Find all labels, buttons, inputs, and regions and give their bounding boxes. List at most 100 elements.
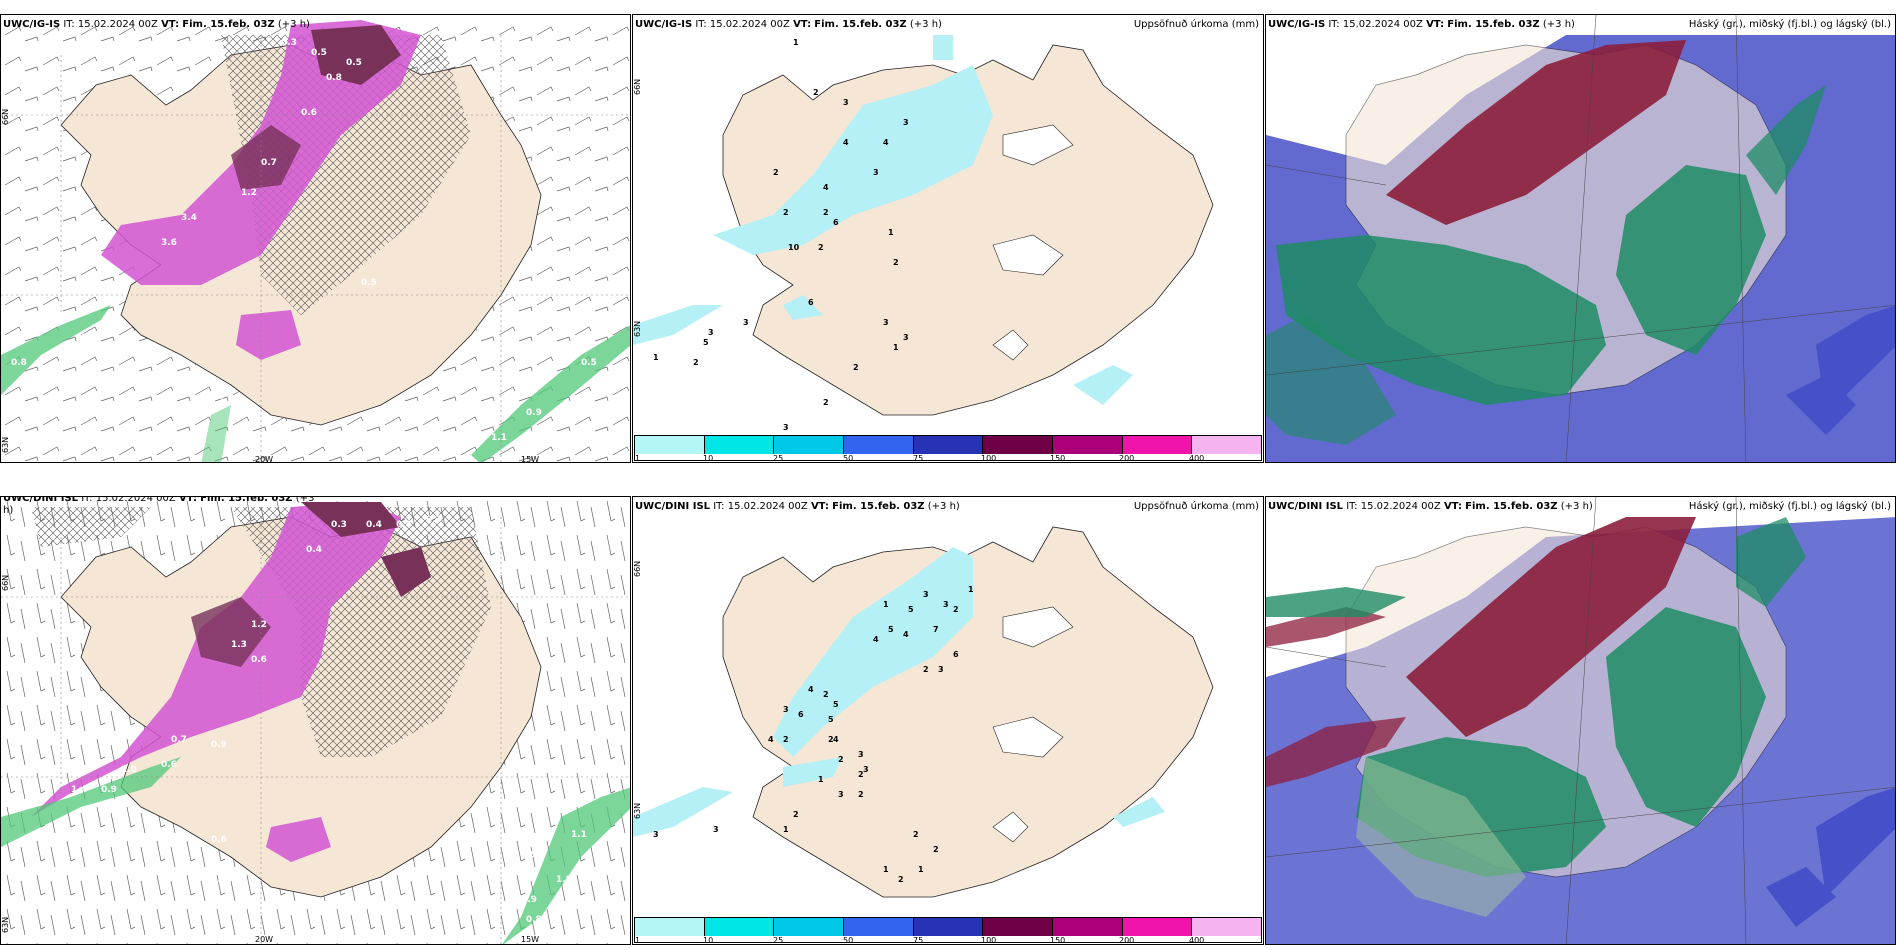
map-value-label: 1.1 (571, 830, 587, 840)
map-value-label: 3.4 (181, 213, 197, 223)
lon-label-15w: 15W (521, 455, 540, 463)
colorbar-segment-4 (844, 918, 914, 936)
map-value-label: 0.9 (521, 850, 537, 860)
colorbar-tick: 25 (773, 936, 784, 945)
map-value-label: 3 (938, 665, 944, 674)
map-value-label: 6 (833, 218, 839, 227)
map-value-label: 2 (818, 243, 824, 252)
map-value-label: 3 (883, 318, 889, 327)
panel-title: Háský (gr.), miðský (fj.bl.) og lágský (… (1688, 19, 1891, 30)
map-value-label: 7 (933, 625, 939, 634)
panel-wind-snow-dini: UWC/DINI ISL IT: 15.02.2024 00Z VT: Fim.… (0, 496, 631, 945)
colorbar-segment-6 (983, 918, 1054, 936)
map-value-label: 5 (703, 338, 709, 347)
map-value-label: 0.3 (281, 38, 297, 48)
map-value-label: 1.1 (491, 433, 507, 443)
map-value-label: 4 (823, 183, 829, 192)
map-value-label: 1.2 (251, 620, 267, 630)
map-value-label: 2 (858, 770, 864, 779)
map-value-label: 2 (913, 830, 919, 839)
map-value-label: 2 (793, 810, 799, 819)
map-value-label: 1.3 (231, 640, 247, 650)
colorbar-tick: 50 (843, 454, 854, 463)
map-value-label: 2 (923, 665, 929, 674)
map-value-label: 5 (828, 715, 834, 724)
map-value-label: 2 (858, 790, 864, 799)
colorbar-segment-2 (704, 436, 775, 454)
map-value-label: 2 (783, 735, 789, 744)
map-value-label: 1 (968, 585, 974, 594)
map-value-label: 3 (843, 98, 849, 107)
map-value-label: 1 (883, 600, 889, 609)
map-value-label: 2 (828, 735, 834, 744)
map-value-label: 3 (863, 765, 869, 774)
map-value-label: 0.6 (251, 655, 267, 665)
precip-colorbar (634, 435, 1262, 461)
colorbar-segment-9 (1192, 918, 1262, 936)
map-value-label: 0.4 (306, 545, 322, 555)
colorbar-tick: 150 (1050, 454, 1066, 463)
map-value-label: 3 (653, 830, 659, 839)
lat-label-66n: 66N (1, 574, 10, 591)
panel-header: UWC/DINI ISL IT: 15.02.2024 00Z VT: Fim.… (1268, 501, 1593, 512)
colorbar-tick: 400 (1189, 454, 1205, 463)
map-value-label: 4 (873, 635, 879, 644)
precip-colorbar (634, 917, 1262, 943)
lat-label-66n: 66N (633, 560, 642, 577)
map-value-label: 1 (818, 775, 824, 784)
colorbar-segment-3 (774, 918, 845, 936)
map-value-label: 2 (783, 208, 789, 217)
map-value-label: 0.8 (526, 915, 542, 925)
map-value-label: 2.0 (121, 765, 137, 775)
map-value-label: 3 (838, 790, 844, 799)
map-value-label: 2 (898, 875, 904, 884)
map-value-label: 2 (893, 258, 899, 267)
colorbar-tick: 200 (1119, 936, 1135, 945)
map-clouds (1266, 15, 1895, 462)
map-value-label: 0.5 (311, 48, 327, 58)
map-value-label: 5 (908, 605, 914, 614)
panel-header-wrap: h) (3, 505, 14, 516)
lon-label-15w: 15W (521, 935, 540, 944)
map-value-label: 1.2 (241, 188, 257, 198)
panel-header: UWC/IG-IS IT: 15.02.2024 00Z VT: Fim. 15… (635, 19, 942, 30)
lon-label-20w: 20W (255, 455, 274, 463)
colorbar-segment-8 (1122, 918, 1193, 936)
map-value-label: 3 (943, 600, 949, 609)
colorbar-segment-6 (983, 436, 1054, 454)
map-value-label: 1.4 (71, 785, 87, 795)
map-value-label: 3 (903, 333, 909, 342)
panel-header: UWC/IG-IS IT: 15.02.2024 00Z VT: Fim. 15… (1268, 19, 1575, 30)
map-value-label: 1 (653, 353, 659, 362)
lat-label-63n: 63N (1, 916, 10, 933)
lat-label-66n: 66N (1, 108, 10, 125)
colorbar-segment-1 (635, 918, 705, 936)
map-value-label: 1.5 (211, 875, 227, 885)
map-value-label: 0.7 (261, 158, 277, 168)
map-value-label: 0.6 (161, 760, 177, 770)
map-value-label: 0.4 (396, 520, 412, 530)
panel-title: Háský (gr.), miðský (fj.bl.) og lágský (… (1688, 501, 1891, 512)
colorbar-tick: 10 (703, 936, 714, 945)
panel-title: Uppsöfnuð úrkoma (mm) (1133, 19, 1259, 30)
map-value-label: 0.8 (11, 358, 27, 368)
map-value-label: 4 (883, 138, 889, 147)
map-clouds (1266, 497, 1895, 944)
map-value-label: 3 (903, 118, 909, 127)
map-value-label: 0.9 (211, 740, 227, 750)
map-value-label: 2 (823, 690, 829, 699)
map-value-label: 2 (693, 358, 699, 367)
panel-clouds-igis: UWC/IG-IS IT: 15.02.2024 00Z VT: Fim. 15… (1265, 14, 1896, 463)
map-value-label: 2 (933, 845, 939, 854)
colorbar-segment-7 (1053, 918, 1123, 936)
map-value-label: 4 (808, 685, 814, 694)
colorbar-segment-8 (1122, 436, 1193, 454)
panel-header: UWC/DINI ISL IT: 15.02.2024 00Z VT: Fim.… (3, 496, 315, 504)
colorbar-tick: 150 (1050, 936, 1066, 945)
map-value-label: 0.5 (581, 358, 597, 368)
colorbar-segment-4 (844, 436, 914, 454)
map-value-label: 0.6 (301, 108, 317, 118)
map-value-label: 3 (783, 705, 789, 714)
